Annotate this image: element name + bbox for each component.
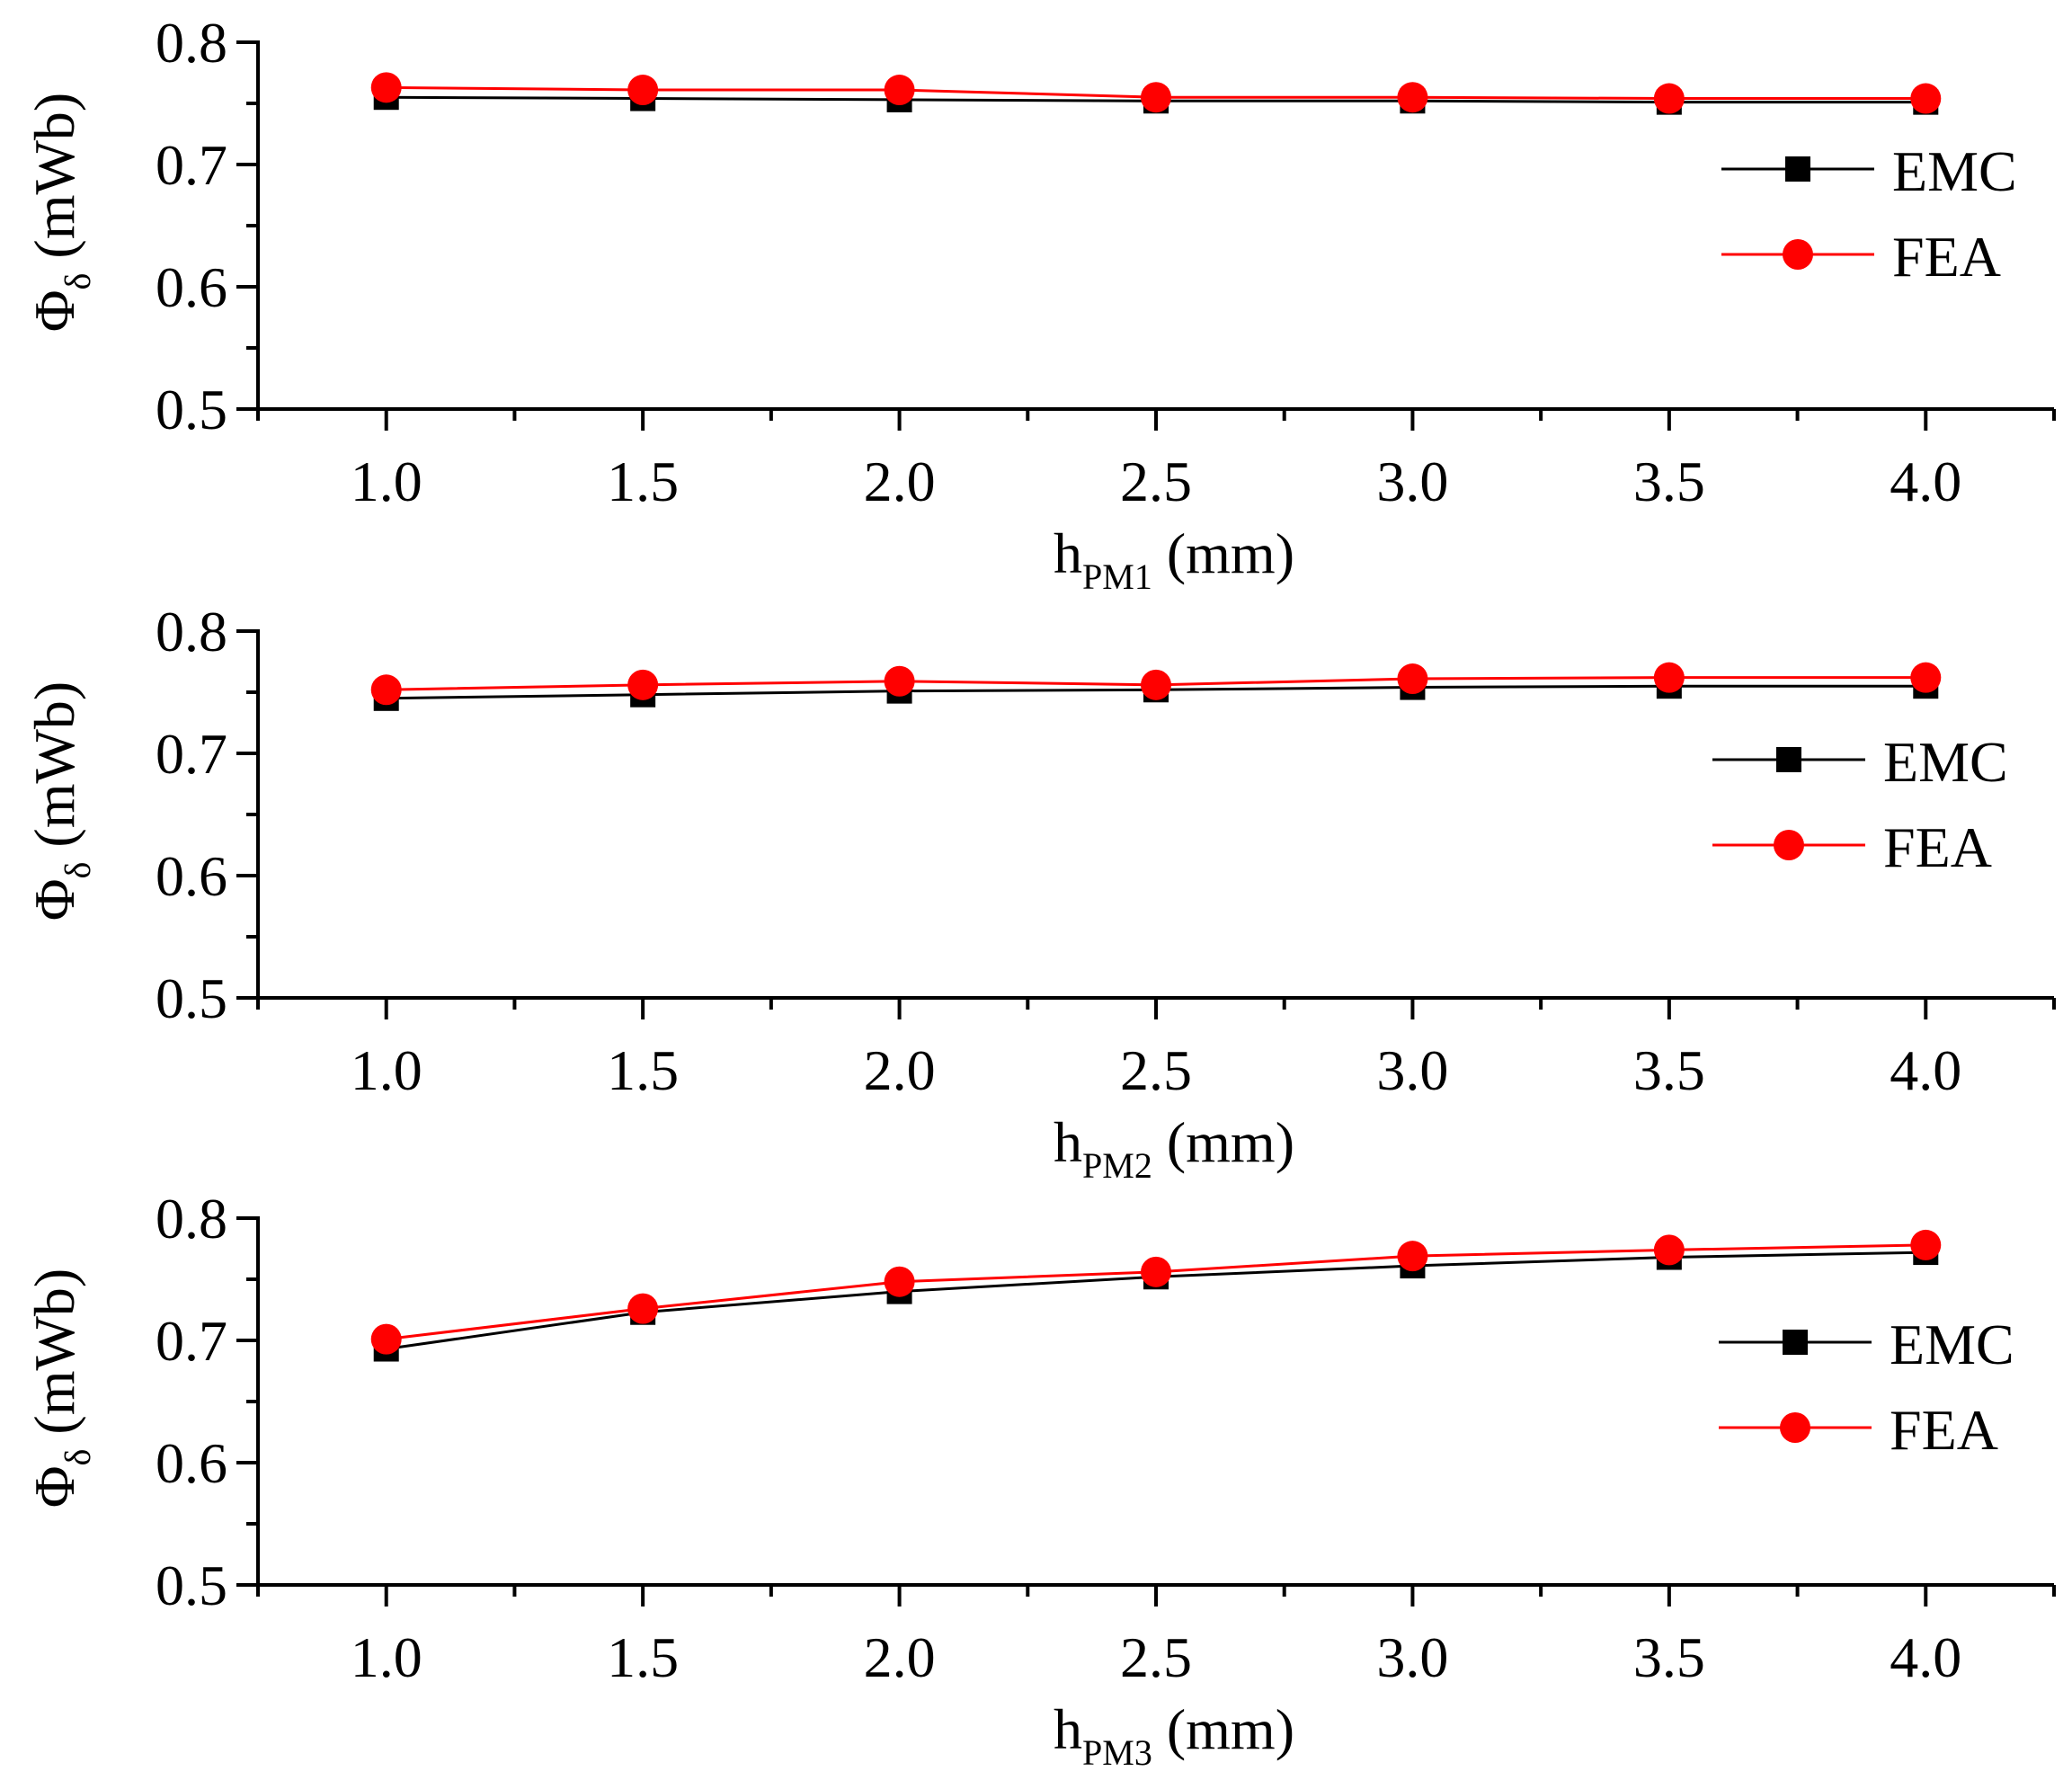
y-tick-label: 0.5 bbox=[156, 378, 227, 441]
y-tick-label: 0.5 bbox=[156, 1553, 227, 1617]
y-tick-label: 0.6 bbox=[156, 1431, 227, 1495]
y-axis-title-sub: δ bbox=[58, 273, 98, 290]
x-tick-label: 2.0 bbox=[864, 449, 936, 513]
x-axis-title: hPM3 (mm) bbox=[1054, 1697, 1294, 1773]
data-point-fea bbox=[370, 72, 402, 103]
x-tick-label: 1.5 bbox=[607, 1625, 679, 1689]
y-axis-title-main: Φ bbox=[22, 289, 86, 332]
x-tick-label: 2.5 bbox=[1120, 449, 1192, 513]
x-tick-label: 3.5 bbox=[1633, 1038, 1705, 1102]
x-axis-title-sub: PM1 bbox=[1082, 556, 1152, 597]
y-axis-title-unit: (mWb) bbox=[22, 1268, 86, 1449]
y-axis-title-unit: (mWb) bbox=[22, 681, 86, 862]
x-axis-title-sub: PM2 bbox=[1082, 1145, 1152, 1186]
x-axis-title-sub: PM3 bbox=[1082, 1732, 1152, 1773]
x-tick-label: 2.5 bbox=[1120, 1038, 1192, 1102]
y-tick-label: 0.6 bbox=[156, 844, 227, 908]
x-axis-title-main: h bbox=[1054, 1110, 1082, 1174]
legend-label-fea: FEA bbox=[1890, 1398, 1998, 1462]
data-point-fea bbox=[1141, 82, 1171, 113]
x-axis-title-main: h bbox=[1054, 1697, 1082, 1761]
data-point-fea bbox=[1397, 82, 1428, 113]
x-tick-label: 3.5 bbox=[1633, 449, 1705, 513]
x-tick-label: 1.0 bbox=[351, 1625, 422, 1689]
chart-panel-2: 0.5 0.6 0.7 0.8 1.0 1.5 2.0 2.5 3.0 3.5 4.0 hPM2 (m… bbox=[22, 600, 2056, 1186]
y-tick-label: 0.7 bbox=[156, 133, 227, 197]
y-tick-label: 0.8 bbox=[156, 11, 227, 75]
x-axis-title: hPM1 (mm) bbox=[1054, 521, 1294, 597]
x-axis-title-unit: (mm) bbox=[1152, 1697, 1294, 1761]
legend-label-fea: FEA bbox=[1883, 815, 1992, 879]
data-point-fea bbox=[1653, 83, 1685, 114]
x-tick-label: 3.0 bbox=[1376, 449, 1448, 513]
x-axis-title-unit: (mm) bbox=[1152, 521, 1294, 585]
x-tick-label: 1.0 bbox=[351, 1038, 422, 1102]
legend-marker-emc bbox=[1776, 747, 1801, 772]
x-tick-label: 2.5 bbox=[1120, 1625, 1192, 1689]
x-tick-label: 3.5 bbox=[1633, 1625, 1705, 1689]
legend-marker-fea bbox=[1774, 830, 1804, 860]
data-point-fea bbox=[1397, 663, 1428, 695]
chart-panel-1: 0.5 0.6 0.7 0.8 1.0 1.5 2.0 2.5 3.0 3.5 4.0 hPM1 (m… bbox=[22, 11, 2056, 597]
y-axis-title: Φδ (mWb) bbox=[22, 681, 98, 921]
chart-panel-3: 0.5 0.6 0.7 0.8 1.0 1.5 2.0 2.5 3.0 3.5 4.0 hPM3 (m… bbox=[22, 1187, 2056, 1773]
data-point-fea bbox=[370, 674, 402, 706]
legend-marker-emc bbox=[1785, 156, 1810, 182]
data-point-fea bbox=[884, 665, 915, 697]
y-tick-label: 0.5 bbox=[156, 966, 227, 1030]
data-point-fea bbox=[884, 1266, 915, 1297]
y-tick-label: 0.6 bbox=[156, 255, 227, 319]
y-axis-title-sub: δ bbox=[58, 862, 98, 879]
data-point-fea bbox=[884, 75, 915, 106]
x-axis-title-main: h bbox=[1054, 521, 1082, 585]
y-tick-label: 0.8 bbox=[156, 600, 227, 663]
data-point-fea bbox=[1910, 1229, 1942, 1260]
x-axis-title-unit: (mm) bbox=[1152, 1110, 1294, 1174]
data-point-fea bbox=[370, 1323, 402, 1355]
legend-marker-emc bbox=[1783, 1330, 1808, 1355]
data-point-fea bbox=[1653, 1234, 1685, 1266]
data-point-fea bbox=[1653, 662, 1685, 693]
data-point-fea bbox=[1910, 662, 1942, 693]
y-axis-title-sub: δ bbox=[58, 1449, 98, 1466]
data-point-fea bbox=[627, 1293, 659, 1324]
data-point-fea bbox=[1910, 83, 1942, 114]
legend-label-fea: FEA bbox=[1892, 225, 2001, 289]
x-tick-label: 3.0 bbox=[1376, 1038, 1448, 1102]
legend-label-emc: EMC bbox=[1890, 1313, 2014, 1376]
legend-marker-fea bbox=[1780, 1412, 1810, 1443]
x-tick-label: 2.0 bbox=[864, 1038, 936, 1102]
legend-label-emc: EMC bbox=[1892, 139, 2017, 203]
y-axis-title-unit: (mWb) bbox=[22, 93, 86, 273]
x-tick-label: 4.0 bbox=[1890, 449, 1961, 513]
x-axis-title: hPM2 (mm) bbox=[1054, 1110, 1294, 1186]
x-tick-label: 2.0 bbox=[864, 1625, 936, 1689]
y-axis-title-main: Φ bbox=[22, 878, 86, 921]
x-tick-label: 1.5 bbox=[607, 1038, 679, 1102]
data-point-fea bbox=[1141, 1256, 1171, 1287]
legend-marker-fea bbox=[1783, 239, 1813, 270]
y-tick-label: 0.8 bbox=[156, 1187, 227, 1251]
data-point-fea bbox=[1141, 669, 1171, 700]
legend-label-emc: EMC bbox=[1883, 730, 2008, 794]
x-tick-label: 4.0 bbox=[1890, 1038, 1961, 1102]
y-axis-title-main: Φ bbox=[22, 1465, 86, 1508]
y-axis-title: Φδ (mWb) bbox=[22, 1268, 98, 1508]
data-point-fea bbox=[627, 669, 659, 700]
x-tick-label: 3.0 bbox=[1376, 1625, 1448, 1689]
x-tick-label: 1.5 bbox=[607, 449, 679, 513]
x-tick-label: 4.0 bbox=[1890, 1625, 1961, 1689]
data-point-fea bbox=[1397, 1241, 1428, 1272]
data-point-fea bbox=[627, 75, 659, 106]
y-axis-title: Φδ (mWb) bbox=[22, 93, 98, 332]
y-tick-label: 0.7 bbox=[156, 722, 227, 786]
y-tick-label: 0.7 bbox=[156, 1309, 227, 1373]
x-tick-label: 1.0 bbox=[351, 449, 422, 513]
